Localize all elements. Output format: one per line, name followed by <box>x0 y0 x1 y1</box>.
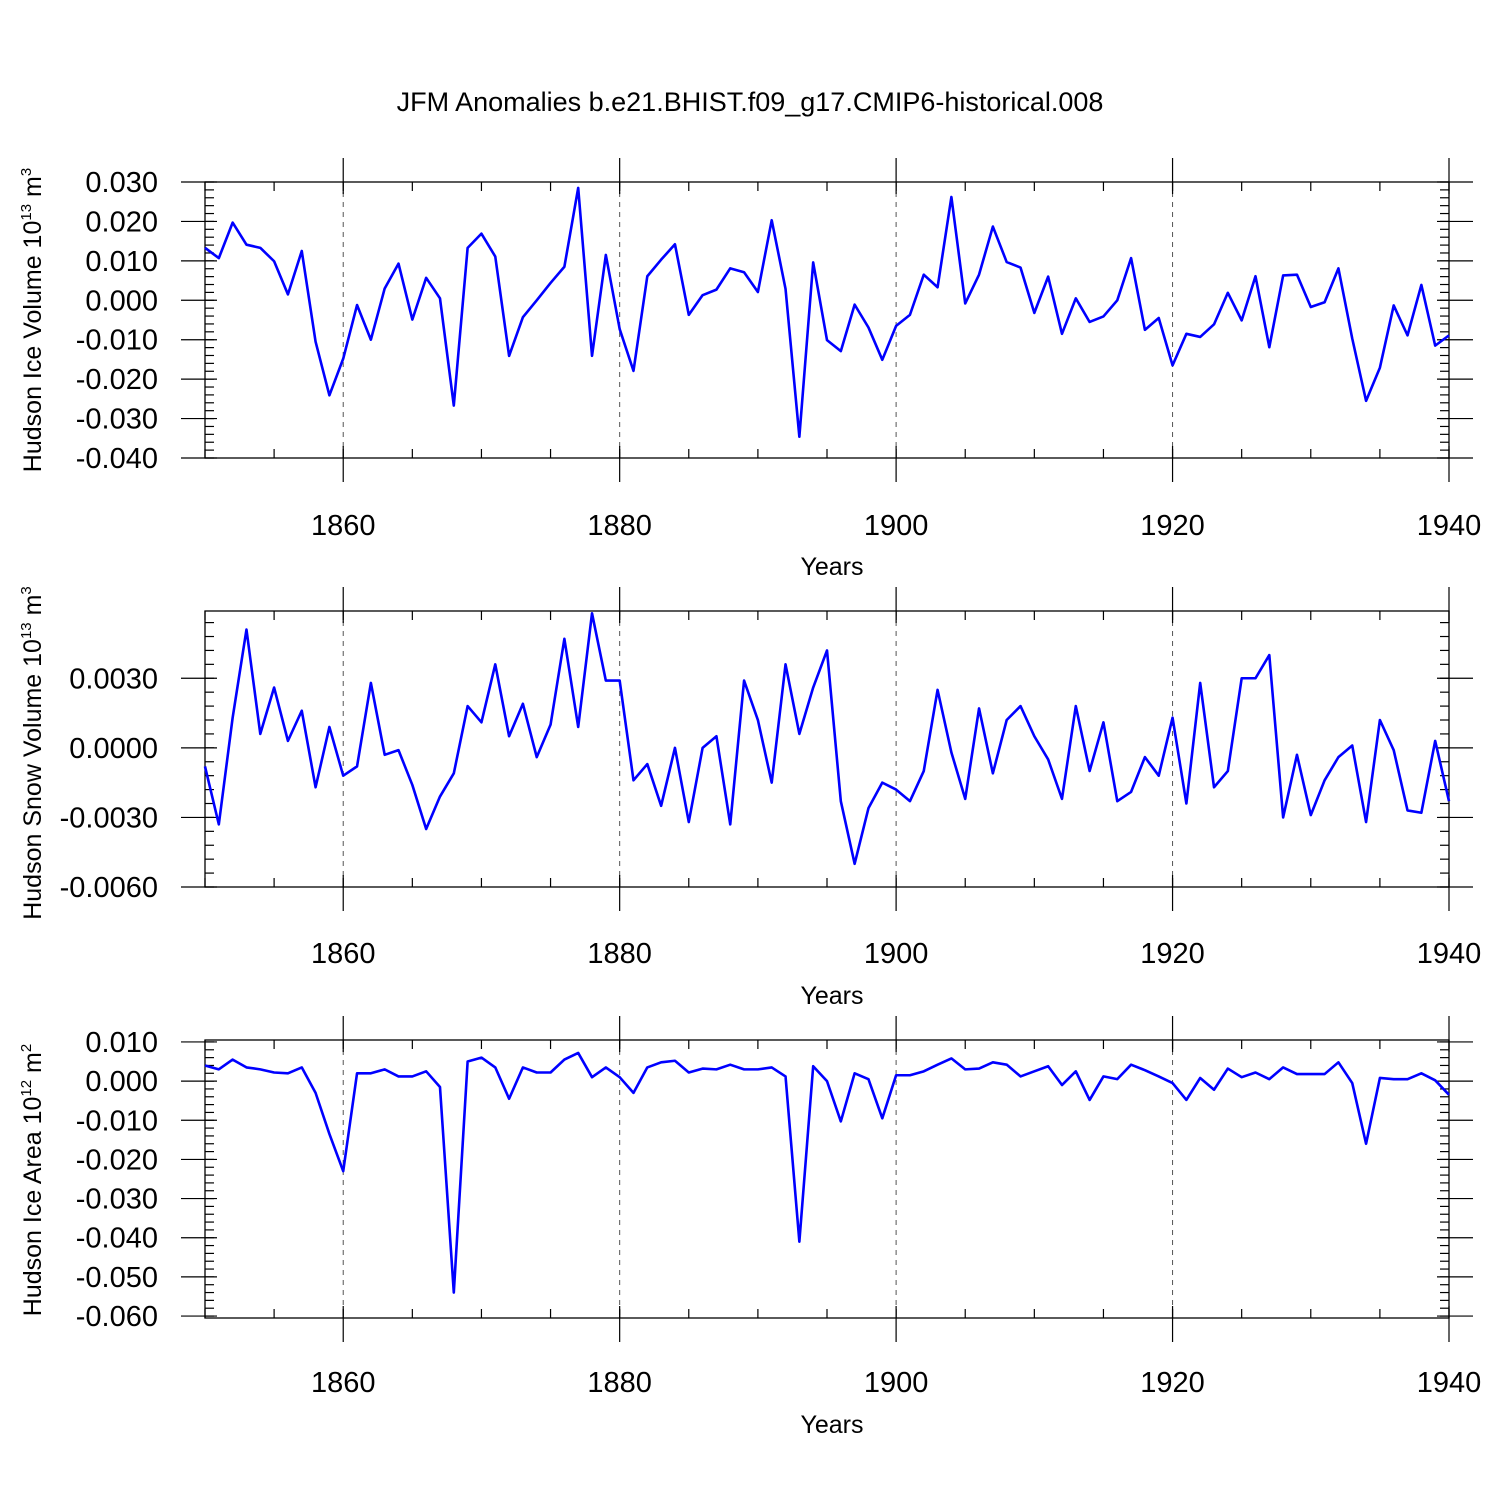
x-tick-label: 1900 <box>864 510 929 542</box>
y-tick-label: -0.010 <box>76 325 158 357</box>
series-line <box>204 186 1450 439</box>
y-tick-label: 0.030 <box>85 167 158 199</box>
x-tick-label: 1920 <box>1140 1367 1205 1399</box>
x-tick-label: 1940 <box>1417 938 1482 970</box>
panel-ice-area: -0.060 -0.050 -0.040 -0.030 -0.020 -0.010 0.00… <box>18 1016 1481 1439</box>
x-tick-label: 1920 <box>1140 938 1205 970</box>
y-tick-label: -0.030 <box>76 404 158 436</box>
series-line <box>203 612 1451 866</box>
y-tick-label: 0.0000 <box>69 733 158 765</box>
x-axis-label: Years <box>800 982 863 1010</box>
x-axis-label: Years <box>800 1411 863 1439</box>
panel-snow-volume: -0.0060 -0.0030 0.0000 0.0030 1860 1880 1900 19… <box>18 586 1481 1010</box>
x-tick-label: 1860 <box>311 510 376 542</box>
x-tick-label: 1940 <box>1417 510 1482 542</box>
y-tick-label: -0.040 <box>76 443 158 475</box>
y-tick-label: -0.040 <box>76 1223 158 1255</box>
x-tick-label: 1900 <box>864 1367 929 1399</box>
x-tick-label: 1940 <box>1417 1367 1482 1399</box>
series-line <box>204 1051 1450 1294</box>
x-tick-label: 1860 <box>311 938 376 970</box>
y-axis-label: Hudson Ice Area 1012 m2 <box>18 1044 47 1316</box>
y-tick-label: 0.000 <box>85 285 158 317</box>
x-axis-label: Years <box>800 553 863 581</box>
y-tick-label: -0.020 <box>76 1144 158 1176</box>
y-tick-label: 0.000 <box>85 1066 158 1098</box>
y-tick-label: -0.0030 <box>60 802 158 834</box>
x-tick-label: 1880 <box>587 1367 652 1399</box>
y-tick-label: 0.0030 <box>69 663 158 695</box>
y-tick-label: -0.0060 <box>60 872 158 904</box>
panel-ice-volume: -0.040 -0.030 -0.020 -0.010 0.000 0.010 0.020 0… <box>18 158 1481 581</box>
x-tick-label: 1860 <box>311 1367 376 1399</box>
x-tick-label: 1900 <box>864 938 929 970</box>
figure-title: JFM Anomalies b.e21.BHIST.f09_g17.CMIP6-… <box>397 87 1104 117</box>
y-axis-label: Hudson Ice Volume 1013 m3 <box>18 168 47 472</box>
y-tick-label: -0.060 <box>76 1301 158 1333</box>
y-tick-label: 0.020 <box>85 206 158 238</box>
y-axis-label: Hudson Snow Volume 1013 m3 <box>18 586 47 920</box>
x-tick-label: 1920 <box>1140 510 1205 542</box>
y-tick-label: -0.010 <box>76 1105 158 1137</box>
y-tick-label: 0.010 <box>85 1027 158 1059</box>
y-tick-label: -0.050 <box>76 1262 158 1294</box>
y-tick-label: -0.020 <box>76 364 158 396</box>
x-tick-label: 1880 <box>587 510 652 542</box>
y-tick-label: 0.010 <box>85 246 158 278</box>
y-tick-label: -0.030 <box>76 1184 158 1216</box>
x-tick-label: 1880 <box>587 938 652 970</box>
